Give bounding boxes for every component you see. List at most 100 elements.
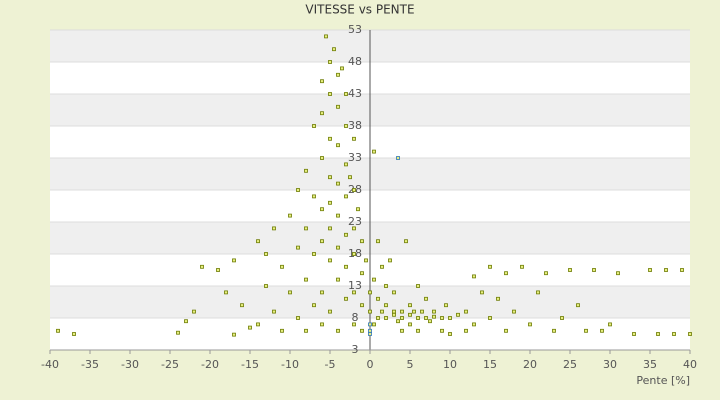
point (384, 284, 388, 288)
point (400, 328, 404, 333)
point (376, 296, 380, 301)
point (504, 271, 508, 276)
point (352, 252, 356, 256)
x-tick-label: -25 (161, 358, 179, 371)
point (264, 284, 268, 288)
point (352, 290, 356, 295)
point (320, 111, 324, 116)
point (380, 264, 384, 269)
point (360, 303, 364, 308)
point (328, 258, 332, 263)
point (464, 328, 468, 333)
point (368, 309, 372, 314)
point (336, 245, 340, 250)
point (368, 328, 372, 333)
x-tick-label: -20 (201, 358, 219, 371)
point (656, 332, 660, 336)
point (408, 312, 412, 317)
point (328, 136, 332, 141)
point (440, 328, 444, 333)
point (432, 309, 436, 314)
point (356, 207, 360, 212)
point (344, 264, 348, 269)
point (224, 290, 228, 295)
x-tick-label: -10 (281, 358, 299, 371)
chart-title: VITESSE vs PENTE (305, 3, 414, 17)
point (616, 271, 620, 276)
point (376, 239, 380, 244)
point (240, 303, 244, 308)
x-axis-title: Pente [%] (636, 374, 690, 387)
point (360, 271, 364, 276)
point (296, 316, 300, 320)
x-tick-label: 40 (683, 358, 697, 371)
point (232, 258, 236, 263)
point (304, 328, 308, 333)
point (200, 264, 204, 269)
point (392, 312, 396, 317)
point (336, 328, 340, 333)
point (384, 316, 388, 320)
point (412, 309, 416, 314)
point (328, 92, 332, 96)
point (328, 175, 332, 180)
point (432, 314, 436, 319)
point (312, 124, 316, 128)
point (56, 328, 60, 333)
point (520, 264, 524, 269)
point (424, 316, 428, 320)
point (312, 252, 316, 256)
point (584, 328, 588, 333)
point (336, 143, 340, 148)
point (392, 309, 396, 314)
point (544, 271, 548, 276)
point (472, 322, 476, 327)
point (368, 322, 372, 327)
point (216, 268, 220, 272)
point (320, 239, 324, 244)
point (576, 303, 580, 308)
point (368, 332, 372, 336)
point (372, 149, 376, 154)
point (396, 156, 400, 160)
point (396, 319, 400, 324)
point (416, 284, 420, 288)
point (192, 309, 196, 314)
point (232, 332, 236, 337)
point (368, 290, 372, 295)
point (312, 194, 316, 199)
point (352, 322, 356, 327)
y-tick-label: 53 (348, 23, 362, 36)
x-tick-label: 0 (367, 358, 374, 371)
point (444, 303, 448, 308)
y-tick-label: 8 (352, 311, 359, 324)
point (400, 316, 404, 320)
y-tick-label: 43 (348, 87, 362, 100)
point (320, 207, 324, 212)
point (392, 290, 396, 295)
point (372, 277, 376, 282)
point (428, 319, 432, 324)
point (648, 268, 652, 272)
y-tick-label: 3 (352, 343, 359, 356)
point (344, 194, 348, 199)
x-tick-label: -15 (241, 358, 259, 371)
point (288, 213, 292, 218)
point (360, 239, 364, 244)
point (280, 264, 284, 269)
point (248, 325, 252, 330)
point (340, 66, 344, 71)
point (416, 328, 420, 333)
point (320, 79, 324, 84)
x-tick-label: 15 (483, 358, 497, 371)
point (264, 252, 268, 256)
point (528, 322, 532, 327)
x-tick-label: -35 (81, 358, 99, 371)
point (352, 226, 356, 231)
point (288, 290, 292, 295)
point (256, 239, 260, 244)
point (424, 296, 428, 301)
point (388, 258, 392, 263)
point (464, 309, 468, 314)
